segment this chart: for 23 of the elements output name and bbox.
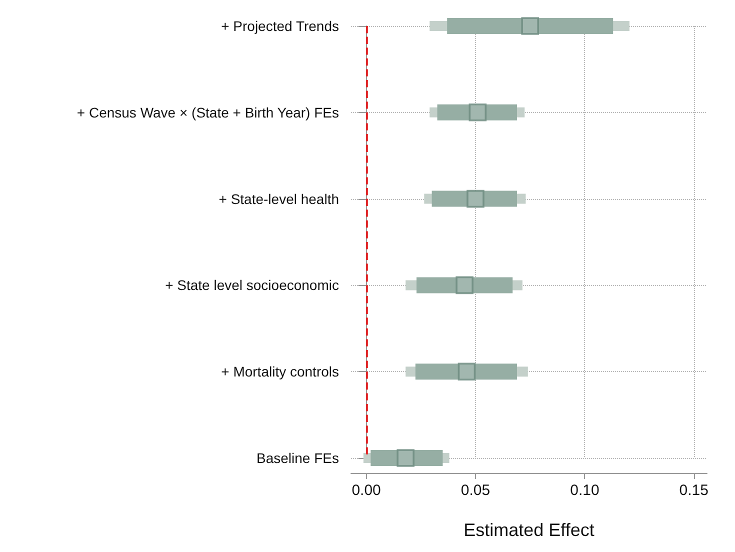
x-tick-label: 0.15 <box>679 482 708 499</box>
point <box>521 17 539 35</box>
x-axis-title: Estimated Effect <box>464 520 594 540</box>
y-tick-label: + State-level health <box>218 190 339 207</box>
y-tick-label: + State level socioeconomic <box>165 277 339 294</box>
x-tick-label: 0.10 <box>570 482 600 499</box>
bar <box>447 18 614 34</box>
point <box>456 276 474 294</box>
y-tick-label: + Mortality controls <box>221 364 339 380</box>
y-tick-label: + Projected Trends <box>221 18 339 34</box>
point <box>458 362 476 380</box>
bar <box>416 277 513 294</box>
bar <box>415 364 517 380</box>
point <box>396 449 414 467</box>
point <box>468 104 487 122</box>
x-tick-label: 0.05 <box>460 482 490 499</box>
bar <box>437 104 517 120</box>
point <box>466 190 484 208</box>
y-tick-label: Baseline FEs <box>256 450 339 466</box>
x-tick-label: 0.00 <box>352 482 381 499</box>
bar <box>370 450 443 466</box>
y-tick-label: + Census Wave × (State + Birth Year) FEs <box>76 104 339 120</box>
bar <box>432 190 517 207</box>
